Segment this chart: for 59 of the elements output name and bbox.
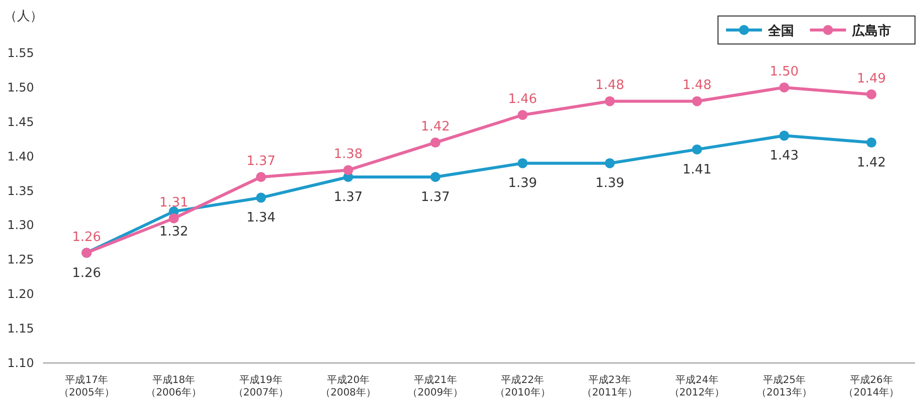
data-label: 1.34 bbox=[246, 210, 276, 226]
legend-label: 全国 bbox=[767, 24, 794, 39]
data-label: 1.49 bbox=[856, 71, 886, 86]
point bbox=[604, 96, 615, 106]
x-tick-label: 平成25年（2013年） bbox=[756, 374, 812, 398]
point bbox=[604, 158, 615, 168]
data-label: 1.26 bbox=[72, 266, 102, 281]
point bbox=[343, 165, 354, 176]
y-tick-label: 1.25 bbox=[7, 252, 34, 267]
data-label: 1.31 bbox=[159, 195, 188, 210]
data-label: 1.48 bbox=[595, 78, 624, 94]
point bbox=[518, 158, 528, 168]
x-tick-label: 平成23年（2011年） bbox=[582, 374, 638, 398]
point bbox=[256, 172, 266, 182]
point bbox=[779, 130, 790, 141]
data-label: 1.37 bbox=[246, 154, 276, 169]
y-tick-label: 1.30 bbox=[7, 218, 34, 232]
data-label: 1.39 bbox=[595, 176, 624, 192]
point bbox=[866, 89, 876, 100]
point bbox=[430, 172, 440, 182]
data-label: 1.42 bbox=[420, 120, 450, 135]
legend-label: 広島市 bbox=[851, 23, 891, 39]
y-tick-label: 1.10 bbox=[7, 356, 34, 370]
point bbox=[866, 138, 876, 148]
y-tick-label: 1.20 bbox=[7, 287, 34, 302]
x-tick-label: 平成17年（2005年） bbox=[58, 374, 114, 398]
point bbox=[518, 110, 528, 120]
data-label: 1.26 bbox=[72, 230, 102, 245]
data-label: 1.42 bbox=[856, 156, 886, 171]
data-label: 1.39 bbox=[508, 176, 538, 192]
x-tick-label: 平成19年（2007年） bbox=[233, 374, 289, 398]
point bbox=[692, 96, 702, 106]
y-tick-label: 1.50 bbox=[7, 80, 34, 94]
point bbox=[692, 144, 702, 154]
data-label: 1.37 bbox=[420, 190, 450, 205]
point bbox=[168, 213, 179, 224]
y-tick-label: 1.40 bbox=[7, 149, 34, 164]
data-label: 1.41 bbox=[682, 162, 712, 178]
data-label: 1.50 bbox=[770, 64, 799, 80]
point bbox=[779, 82, 790, 92]
point bbox=[430, 138, 440, 148]
x-tick-label: 平成26年（2014年） bbox=[844, 374, 900, 398]
x-tick-label: 平成21年（2009年） bbox=[408, 374, 464, 398]
data-label: 1.46 bbox=[508, 92, 538, 107]
data-label: 1.32 bbox=[159, 224, 188, 240]
y-tick-label: 1.55 bbox=[7, 46, 34, 60]
y-axis-title: （人） bbox=[4, 9, 43, 24]
y-tick-label: 1.45 bbox=[7, 114, 34, 129]
x-tick-label: 平成24年（2012年） bbox=[669, 374, 725, 398]
data-label: 1.37 bbox=[334, 190, 363, 205]
data-label: 1.48 bbox=[682, 78, 712, 94]
x-tick-label: 平成20年（2008年） bbox=[320, 374, 376, 398]
y-tick-label: 1.15 bbox=[7, 322, 34, 336]
x-tick-label: 平成22年（2010年） bbox=[494, 374, 550, 398]
data-label: 1.43 bbox=[770, 148, 799, 164]
point bbox=[256, 192, 266, 203]
x-tick-label: 平成18年（2006年） bbox=[146, 374, 202, 398]
y-tick-label: 1.35 bbox=[7, 184, 34, 198]
data-label: 1.38 bbox=[334, 147, 363, 162]
